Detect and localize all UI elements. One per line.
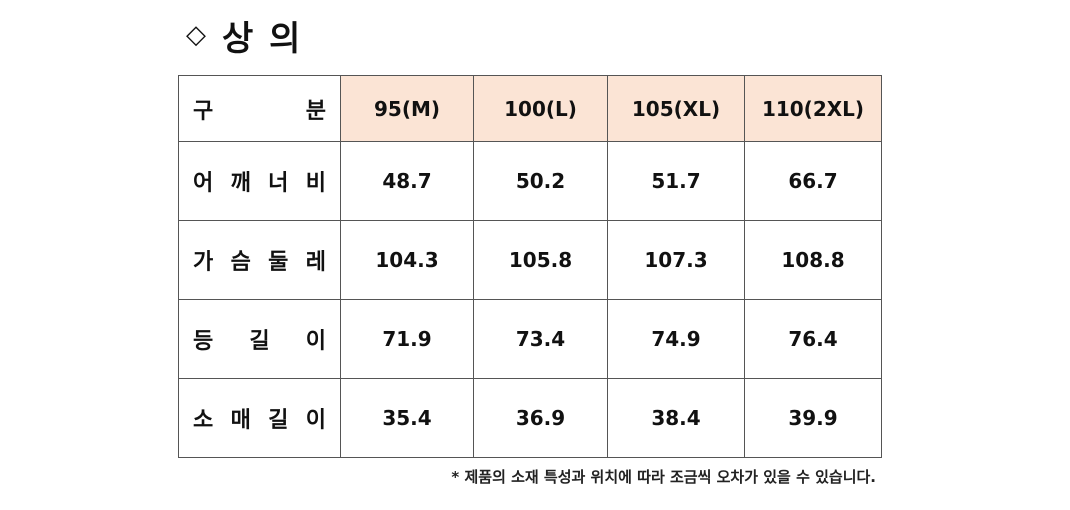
header-label-cell: 구 분 [178,75,341,142]
row-label-char: 이 [305,408,326,433]
row-label-char: 길 [249,329,270,354]
row-label-char: 소 [193,408,214,433]
row-label-char: 매 [230,408,251,433]
cell-value: 50.2 [473,141,608,221]
cell-value: 36.9 [473,378,608,458]
cell-value: 35.4 [340,378,474,458]
cell-value: 76.4 [744,299,882,379]
header-label-char: 분 [305,98,326,124]
cell-value: 51.7 [607,141,745,221]
tolerance-note: * 제품의 소재 특성과 위치에 따라 조금씩 오차가 있을 수 있습니다. [451,468,876,486]
header-size-105: 105(XL) [607,75,745,142]
row-label-char: 길 [268,408,289,433]
cell-value: 66.7 [744,141,882,221]
cell-value: 104.3 [340,220,474,300]
size-table: 구 분 95(M) 100(L) 105(XL) 110(2XL) 어 깨 너 … [178,75,882,458]
table-row: 등 길 이 71.9 73.4 74.9 76.4 [178,299,882,379]
cell-value: 73.4 [473,299,608,379]
page-title: ◇ 상 의 [186,10,302,60]
header-size-100: 100(L) [473,75,608,142]
row-label-char: 가 [193,250,214,275]
row-label-char: 깨 [230,171,251,196]
table-row: 어 깨 너 비 48.7 50.2 51.7 66.7 [178,141,882,221]
row-label-char: 레 [305,250,326,275]
header-size-95: 95(M) [340,75,474,142]
cell-value: 48.7 [340,141,474,221]
cell-value: 74.9 [607,299,745,379]
header-label-char: 구 [193,98,214,124]
diamond-icon: ◇ [186,20,208,50]
cell-value: 105.8 [473,220,608,300]
cell-value: 107.3 [607,220,745,300]
row-label-chest: 가 슴 둘 레 [178,220,341,300]
cell-value: 39.9 [744,378,882,458]
row-label-char: 너 [268,171,289,196]
cell-value: 38.4 [607,378,745,458]
cell-value: 108.8 [744,220,882,300]
row-label-char: 등 [193,329,214,354]
row-label-char: 어 [193,171,214,196]
table-header-row: 구 분 95(M) 100(L) 105(XL) 110(2XL) [178,75,882,142]
row-label-sleeve-length: 소 매 길 이 [178,378,341,458]
row-label-char: 비 [305,171,326,196]
table-row: 가 슴 둘 레 104.3 105.8 107.3 108.8 [178,220,882,300]
table-row: 소 매 길 이 35.4 36.9 38.4 39.9 [178,378,882,458]
row-label-char: 슴 [230,250,251,275]
title-text: 상 의 [222,18,303,59]
row-label-shoulder: 어 깨 너 비 [178,141,341,221]
row-label-char: 이 [305,329,326,354]
header-size-110: 110(2XL) [744,75,882,142]
row-label-back-length: 등 길 이 [178,299,341,379]
cell-value: 71.9 [340,299,474,379]
row-label-char: 둘 [268,250,289,275]
